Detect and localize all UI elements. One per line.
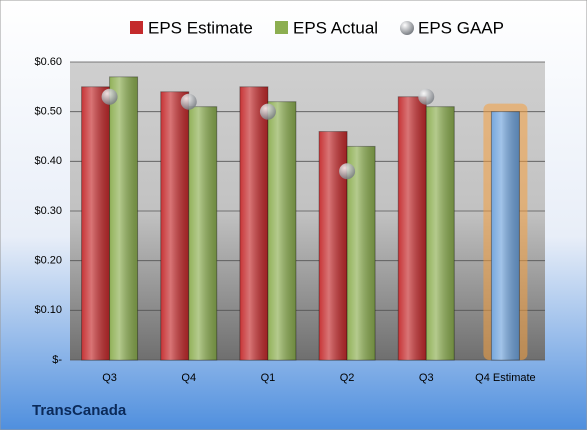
y-tick-label: $0.60 bbox=[34, 56, 62, 68]
legend-marker bbox=[130, 21, 143, 34]
y-tick-label: $0.50 bbox=[34, 106, 62, 118]
bar-gloss bbox=[267, 101, 296, 360]
y-tick-label: $0.10 bbox=[34, 304, 62, 316]
x-tick-label: Q3 bbox=[102, 372, 117, 384]
legend-marker bbox=[400, 21, 414, 35]
legend-label: EPS Estimate bbox=[148, 18, 253, 37]
gaap-marker bbox=[180, 93, 197, 110]
bar-gloss bbox=[398, 96, 427, 361]
gaap-marker bbox=[418, 88, 435, 105]
company-name: TransCanada bbox=[32, 402, 127, 419]
x-tick-label: Q2 bbox=[340, 372, 355, 384]
y-tick-label: $0.30 bbox=[34, 205, 62, 217]
gaap-marker bbox=[339, 163, 356, 180]
bar-gloss bbox=[160, 91, 189, 361]
x-tick-label: Q3 bbox=[419, 372, 434, 384]
legend-label: EPS GAAP bbox=[418, 18, 504, 37]
x-tick-label: Q4 Estimate bbox=[475, 372, 536, 384]
bar-gloss bbox=[109, 76, 138, 361]
bar-gloss bbox=[491, 111, 520, 361]
x-tick-label: Q4 bbox=[181, 372, 196, 384]
bar-gloss bbox=[188, 106, 217, 360]
gaap-marker bbox=[259, 103, 276, 120]
legend-label: EPS Actual bbox=[293, 18, 378, 37]
legend-marker bbox=[275, 21, 288, 34]
y-tick-label: $- bbox=[52, 354, 62, 366]
bar-gloss bbox=[239, 86, 268, 360]
gaap-marker bbox=[101, 88, 118, 105]
bar-gloss bbox=[426, 106, 455, 360]
y-tick-label: $0.40 bbox=[34, 155, 62, 167]
bar-gloss bbox=[347, 146, 376, 360]
y-tick-label: $0.20 bbox=[34, 255, 62, 267]
x-tick-label: Q1 bbox=[261, 372, 276, 384]
bar-gloss bbox=[81, 86, 110, 360]
